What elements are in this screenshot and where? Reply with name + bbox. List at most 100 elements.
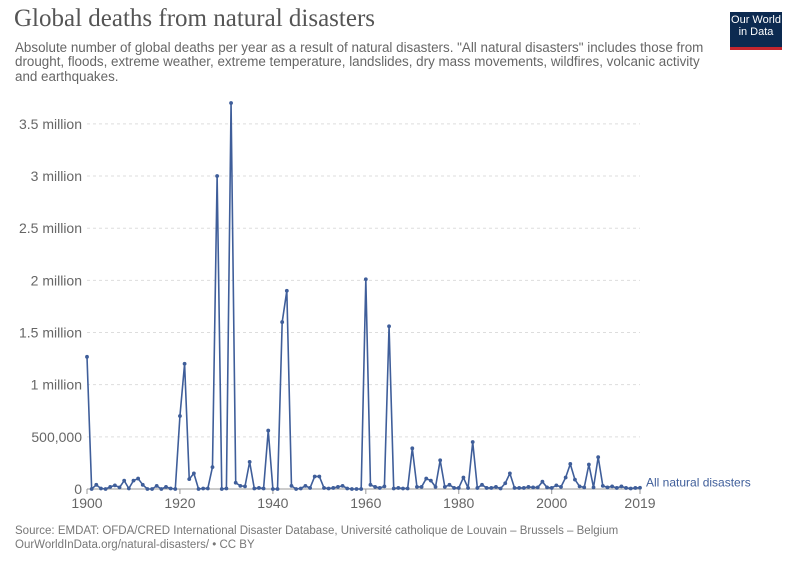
data-point[interactable] [475,486,480,490]
data-point[interactable] [187,477,192,481]
data-point[interactable] [196,487,201,491]
data-point[interactable] [456,486,461,490]
data-point[interactable] [489,486,494,490]
data-point[interactable] [122,478,127,483]
data-point[interactable] [140,482,145,487]
data-point[interactable] [373,485,378,489]
data-point[interactable] [545,485,549,490]
data-point[interactable] [219,487,224,491]
data-point[interactable] [494,485,498,489]
data-point[interactable] [531,485,536,490]
data-point[interactable] [252,486,257,491]
data-point[interactable] [461,475,466,480]
data-point[interactable] [535,485,540,490]
data-point[interactable] [563,475,568,480]
data-point[interactable] [428,478,433,483]
data-point[interactable] [150,487,154,491]
data-point[interactable] [391,486,396,491]
data-point[interactable] [331,486,336,490]
data-point[interactable] [586,462,591,467]
data-point[interactable] [628,486,633,491]
data-point[interactable] [619,484,624,489]
owid-logo[interactable]: Our World in Data [730,12,782,50]
data-point[interactable] [382,484,387,489]
data-point[interactable] [112,483,117,488]
data-point[interactable] [103,487,108,491]
data-point[interactable] [405,486,410,491]
data-point[interactable] [159,487,164,491]
data-point[interactable] [345,486,350,491]
data-point[interactable] [387,324,391,329]
data-point[interactable] [349,487,354,491]
data-point[interactable] [270,487,275,491]
data-point[interactable] [233,480,238,485]
data-point[interactable] [136,476,141,481]
data-point[interactable] [577,484,582,489]
data-point[interactable] [470,440,475,444]
data-point[interactable] [573,477,577,482]
data-point[interactable] [247,459,252,464]
data-point[interactable] [359,487,364,491]
data-point[interactable] [554,483,559,488]
data-point[interactable] [205,486,210,491]
data-point[interactable] [164,485,168,489]
data-point[interactable] [452,486,457,490]
data-point[interactable] [419,485,424,489]
data-point[interactable] [363,277,368,282]
data-point[interactable] [336,485,340,489]
data-point[interactable] [182,361,187,366]
data-point[interactable] [466,486,470,490]
data-point[interactable] [108,485,113,489]
data-point[interactable] [201,486,206,491]
data-point[interactable] [238,483,243,488]
data-point[interactable] [396,486,401,490]
data-point[interactable] [559,485,563,489]
data-point[interactable] [275,487,280,491]
data-point[interactable] [322,486,326,490]
data-point[interactable] [154,483,159,488]
data-point[interactable] [512,486,517,490]
data-point[interactable] [280,320,285,324]
data-point[interactable] [312,474,317,479]
data-point[interactable] [517,486,522,490]
data-point[interactable] [507,471,512,476]
data-point[interactable] [308,486,312,490]
data-point[interactable] [89,487,94,491]
data-point[interactable] [131,478,136,483]
data-point[interactable] [210,465,215,469]
data-point[interactable] [294,487,299,491]
data-point[interactable] [261,486,266,491]
data-point[interactable] [605,485,610,490]
data-point[interactable] [415,485,419,489]
data-point[interactable] [229,101,233,105]
data-point[interactable] [145,487,150,491]
data-point[interactable] [503,481,508,486]
data-point[interactable] [94,482,99,487]
data-point[interactable] [340,483,345,488]
data-point[interactable] [526,485,531,489]
data-point[interactable] [549,486,554,490]
data-point[interactable] [484,486,489,490]
data-point[interactable] [298,486,303,491]
data-point[interactable] [266,428,271,433]
data-point[interactable] [368,482,373,487]
data-point[interactable] [498,486,503,491]
data-point[interactable] [303,483,308,488]
data-point[interactable] [633,486,638,490]
data-point[interactable] [568,462,573,466]
data-point[interactable] [624,486,628,490]
data-point[interactable] [126,486,131,491]
data-point[interactable] [582,485,587,490]
data-point[interactable] [215,174,220,178]
data-point[interactable] [99,486,103,491]
data-point[interactable] [521,486,526,490]
data-point[interactable] [614,486,619,490]
data-point[interactable] [284,288,289,293]
data-point[interactable] [638,485,642,490]
data-point[interactable] [480,482,484,487]
data-point[interactable] [117,485,122,490]
data-point[interactable] [442,485,447,489]
data-point[interactable] [289,483,294,488]
data-point[interactable] [600,483,605,488]
data-point[interactable] [410,446,415,451]
